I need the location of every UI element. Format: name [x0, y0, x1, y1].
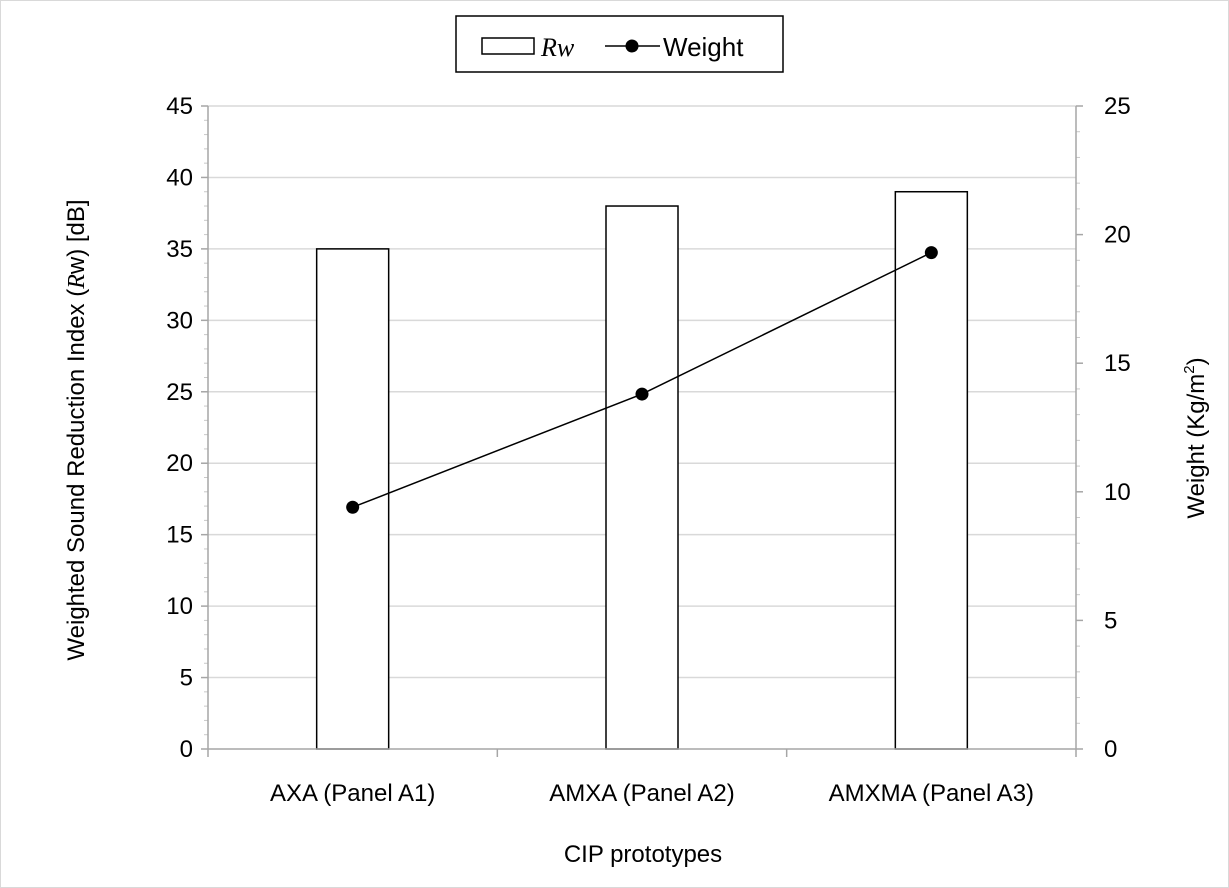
- left-tick-label: 45: [166, 93, 193, 120]
- rw-bar: [605, 205, 679, 750]
- y-axis-title-suffix: w) [dB]: [63, 199, 90, 275]
- legend: Rw Weight: [455, 15, 784, 73]
- left-tick-label: 40: [166, 164, 193, 191]
- y2-axis-title-main: Weight (Kg/m: [1183, 374, 1210, 519]
- category-labels: AXA (Panel A1) AMXA (Panel A2) AMXMA (Pane…: [270, 780, 1034, 807]
- right-tick-label: 20: [1104, 222, 1131, 249]
- legend-weight-label: Weight: [663, 32, 744, 62]
- axes: [201, 105, 1083, 757]
- right-tick-label: 15: [1104, 350, 1131, 377]
- category-label: AMXA (Panel A2): [549, 780, 734, 807]
- weight-point: [346, 500, 360, 514]
- category-label: AXA (Panel A1): [270, 780, 435, 807]
- y-axis-title: Weighted Sound Reduction Index (Rw) [dB]: [63, 199, 90, 660]
- right-tick-label: 0: [1104, 736, 1117, 763]
- y-axis-title-italic: R: [64, 274, 90, 290]
- left-tick-label: 25: [166, 379, 193, 406]
- left-tick-label: 35: [166, 236, 193, 263]
- weight-point: [924, 246, 938, 260]
- category-label: AMXMA (Panel A3): [829, 780, 1034, 807]
- left-tick-label: 30: [166, 307, 193, 334]
- legend-rw-swatch: [481, 37, 535, 55]
- legend-rw-label: Rw: [540, 33, 575, 62]
- left-axis-ticks: 0 5 10 15 20 25 30 35 40 45: [166, 93, 193, 763]
- left-tick-label: 5: [180, 665, 193, 692]
- y-axis-title-prefix: Weighted Sound Reduction Index (: [63, 289, 90, 661]
- right-tick-label: 10: [1104, 479, 1131, 506]
- right-tick-label: 25: [1104, 93, 1131, 120]
- rw-bar: [315, 248, 390, 750]
- rw-bar: [894, 190, 969, 750]
- left-tick-label: 10: [166, 593, 193, 620]
- x-axis-title: CIP prototypes: [564, 841, 722, 868]
- left-tick-label: 15: [166, 522, 193, 549]
- weight-series: [346, 246, 938, 514]
- y2-axis-title-end: ): [1183, 357, 1210, 365]
- y2-axis-title: Weight (Kg/m2): [1181, 357, 1210, 518]
- weight-point: [635, 387, 649, 401]
- bar-series: [315, 190, 969, 750]
- right-tick-label: 5: [1104, 607, 1117, 634]
- left-tick-label: 20: [166, 450, 193, 477]
- right-axis-ticks: 0 5 10 15 20 25: [1104, 93, 1131, 763]
- left-tick-label: 0: [180, 736, 193, 763]
- legend-weight-marker: [625, 39, 639, 53]
- y2-axis-title-sup: 2: [1181, 365, 1198, 373]
